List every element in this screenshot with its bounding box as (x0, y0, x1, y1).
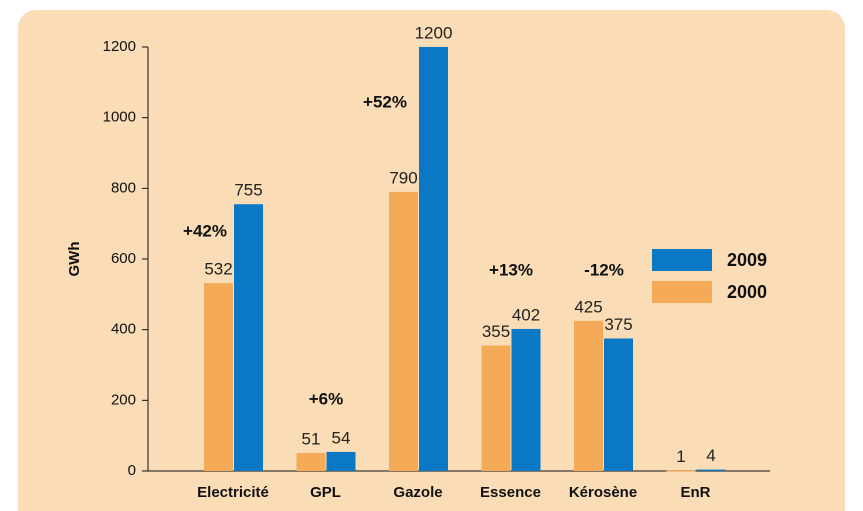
y-tick-label: 200 (111, 391, 136, 408)
annotation: +6% (309, 389, 344, 408)
bar (574, 320, 603, 471)
value-label: 375 (604, 315, 632, 334)
y-tick-label: 1000 (103, 109, 136, 126)
value-label: 4 (706, 446, 715, 465)
annotation: +13% (489, 260, 533, 279)
value-label: 425 (574, 297, 602, 316)
y-tick-label: 600 (111, 250, 136, 267)
value-label: 355 (482, 322, 510, 341)
y-tick-label: 1200 (103, 38, 136, 55)
annotation: -12% (584, 260, 624, 279)
bar (389, 191, 418, 471)
legend-label: 2000 (727, 282, 767, 302)
value-label: 532 (204, 260, 232, 279)
bar (666, 470, 696, 472)
x-tick-label: Gazole (393, 484, 442, 501)
bar (696, 469, 726, 471)
x-tick-label: Essence (480, 484, 541, 501)
x-tick-label: Kérosène (569, 484, 637, 501)
bar (419, 47, 448, 471)
value-label: 402 (512, 305, 540, 324)
value-label: 54 (332, 428, 351, 447)
x-tick-label: Electricité (197, 484, 269, 501)
annotation: +52% (363, 92, 407, 111)
value-label: 1200 (415, 23, 453, 42)
legend-swatch (652, 281, 712, 303)
bar (204, 283, 233, 471)
y-tick-label: 400 (111, 321, 136, 338)
legend-label: 2009 (727, 250, 767, 270)
x-tick-label: EnR (681, 484, 711, 501)
value-label: 51 (302, 429, 321, 448)
legend-swatch (652, 249, 712, 271)
bar (326, 451, 356, 471)
y-tick-label: 800 (111, 179, 136, 196)
annotation: +42% (183, 221, 227, 240)
bar (511, 328, 541, 471)
bar (296, 452, 326, 471)
x-tick-label: GPL (310, 484, 341, 501)
bar (234, 204, 263, 471)
value-label: 755 (234, 181, 262, 200)
value-label: 1 (676, 447, 685, 466)
y-axis-label: GWh (66, 242, 83, 277)
bar (604, 338, 633, 471)
y-tick-label: 0 (128, 462, 136, 479)
value-label: 790 (389, 168, 417, 187)
bar (481, 345, 511, 471)
